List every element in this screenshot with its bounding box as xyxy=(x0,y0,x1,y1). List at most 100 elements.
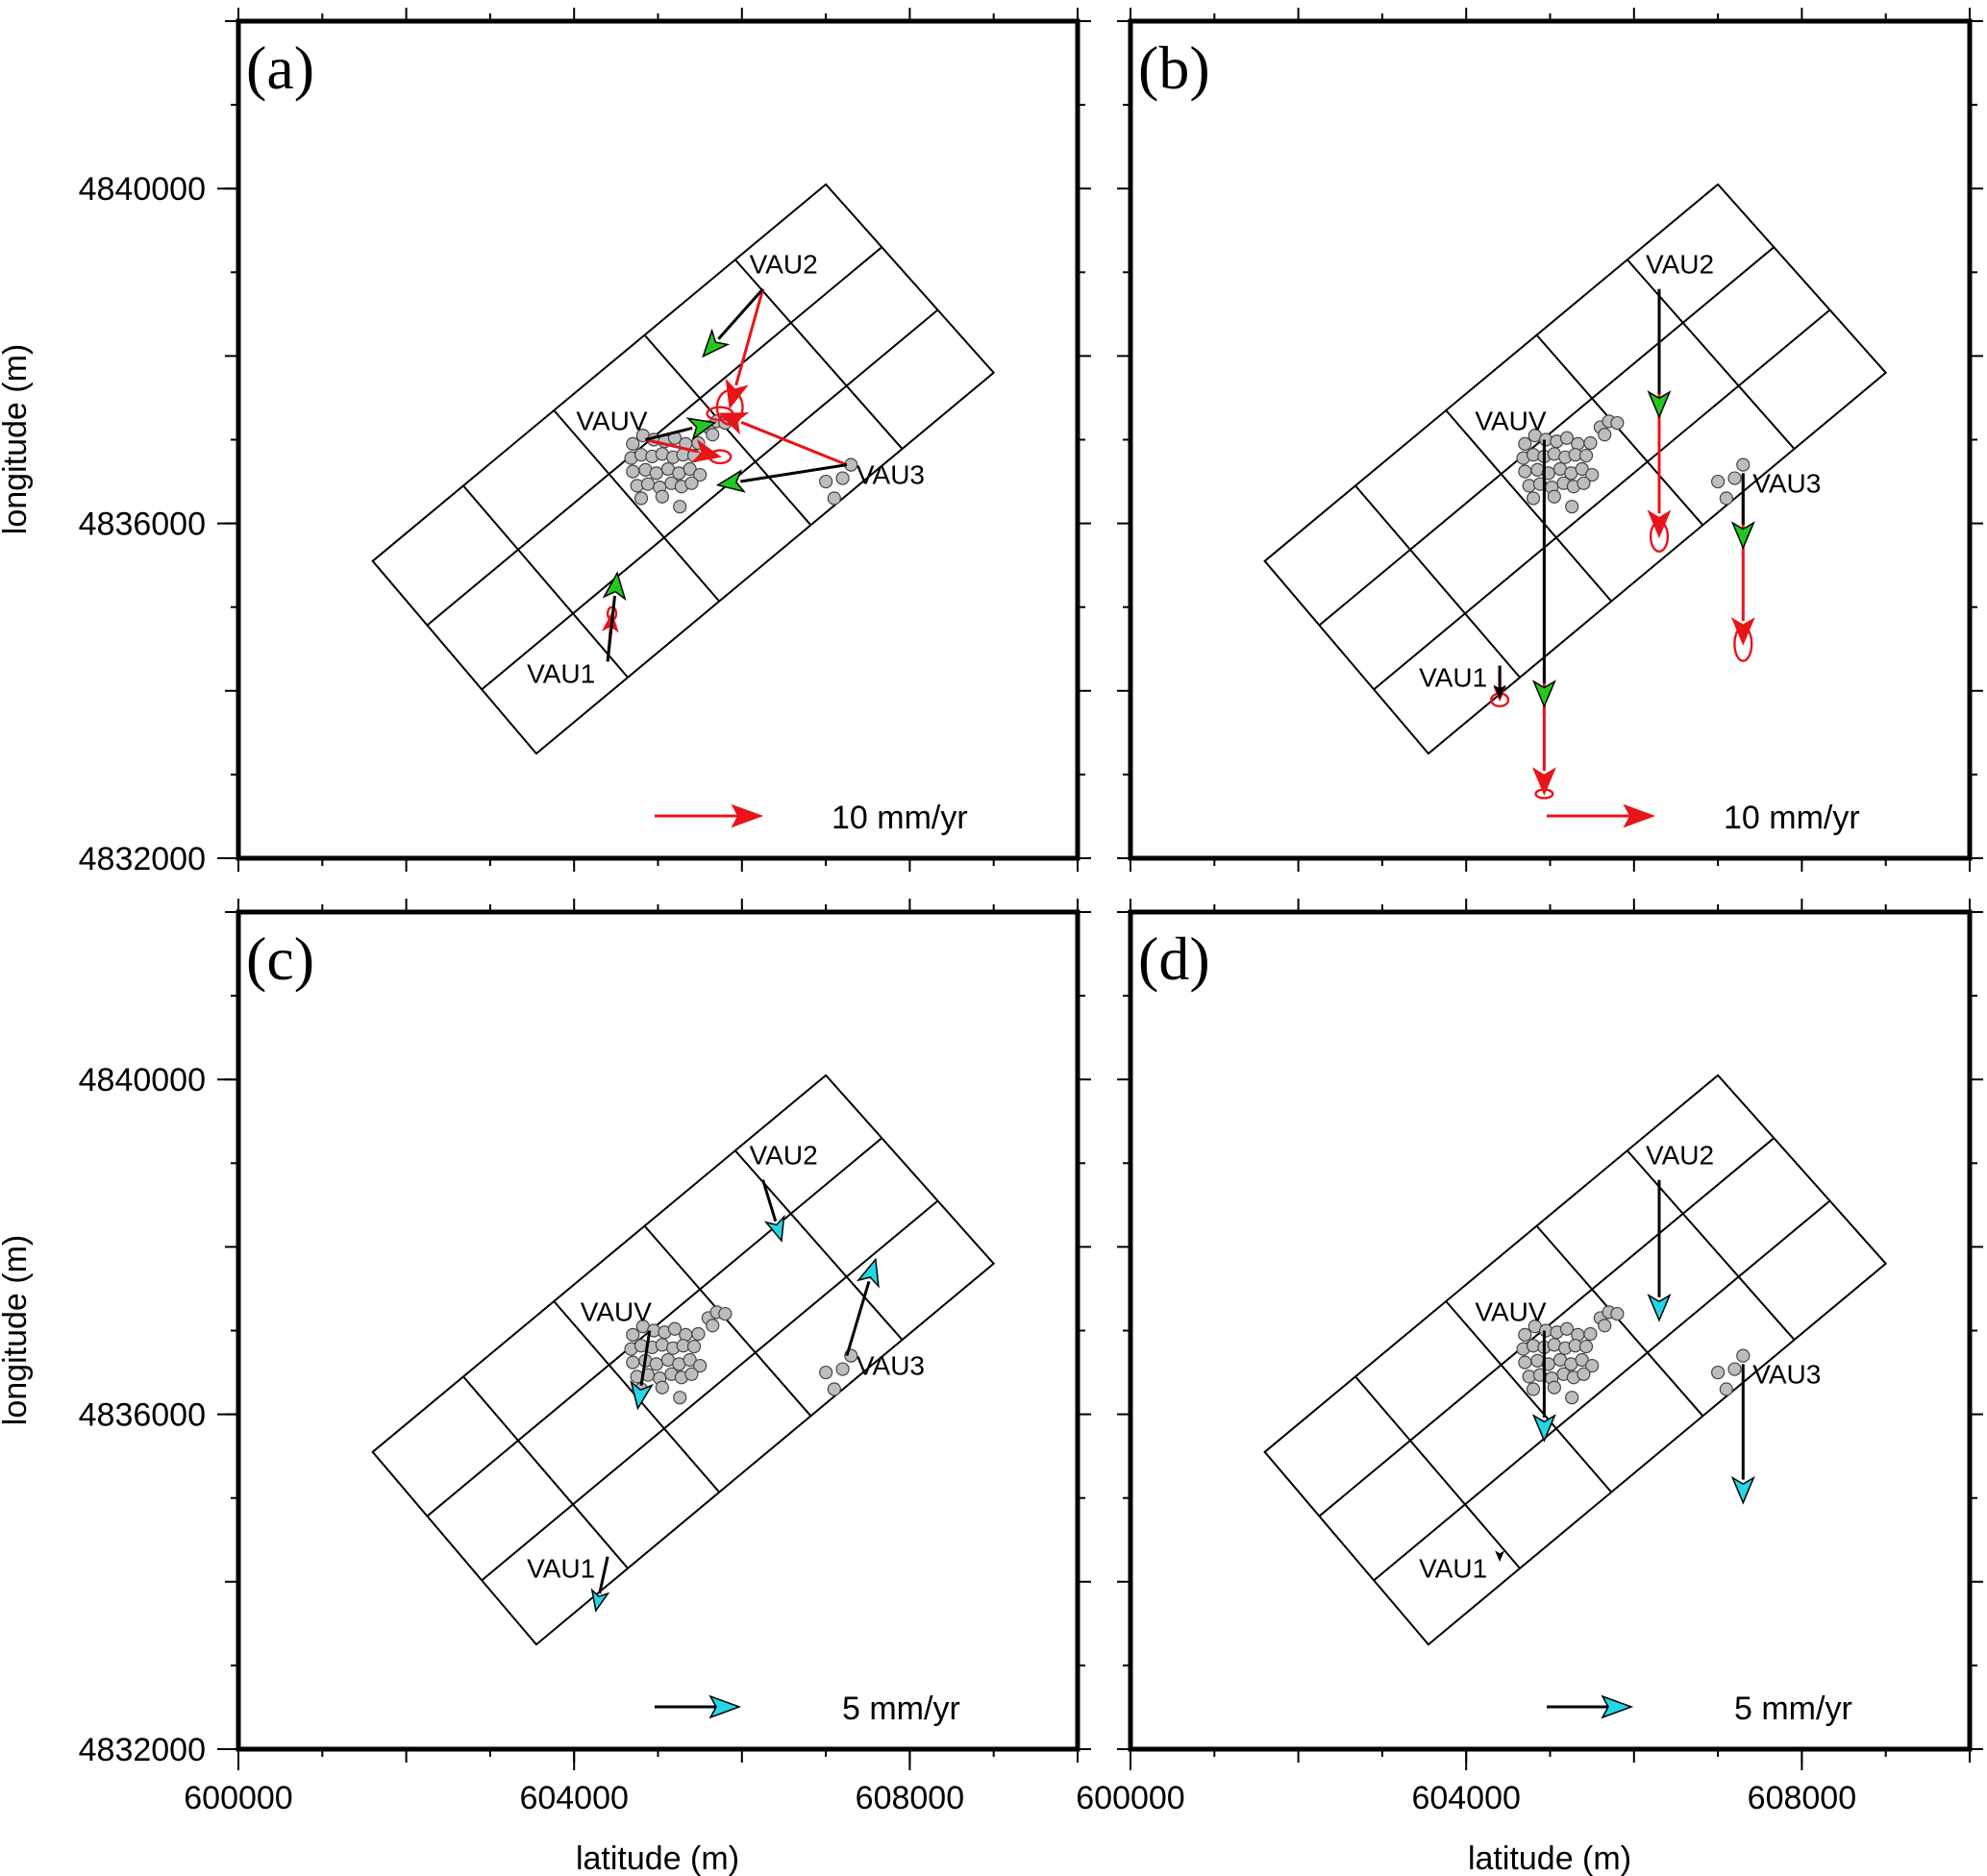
event-marker xyxy=(626,1355,640,1370)
fault-grid-line xyxy=(462,484,629,679)
velocity-vector xyxy=(845,1257,880,1357)
vector-head xyxy=(1730,617,1755,646)
event-marker xyxy=(1727,1362,1742,1376)
fault-grid-line xyxy=(1354,1375,1521,1569)
event-marker xyxy=(626,1327,640,1342)
vectors xyxy=(1490,288,1755,800)
event-marker xyxy=(1719,1382,1733,1396)
station-label: VAU1 xyxy=(1419,663,1487,693)
velocity-vector xyxy=(1647,288,1672,419)
event-marker xyxy=(693,1358,708,1373)
station-label: VAU1 xyxy=(527,1554,595,1584)
event-marker xyxy=(683,461,697,477)
velocity-vector xyxy=(1730,1364,1755,1505)
station-labels: VAUV VAU2 VAU3 VAU1 xyxy=(1419,1141,1821,1584)
station-label: VAU2 xyxy=(750,1141,818,1171)
seismicity xyxy=(1516,414,1751,514)
vector-head xyxy=(763,1214,785,1243)
station-labels: VAUV VAU2 VAU3 VAU1 xyxy=(1419,250,1821,693)
event-marker xyxy=(1577,1367,1591,1381)
event-marker xyxy=(1518,436,1532,451)
velocity-vector xyxy=(1647,1179,1672,1322)
tick-labels: 4832000 4836000 4840000 600000 604000 608000 xyxy=(79,1062,965,1816)
fault-grid-line xyxy=(1445,1300,1612,1493)
event-marker xyxy=(673,1391,687,1405)
event-marker xyxy=(1598,1319,1612,1333)
y-axis-title: longitude (m) xyxy=(0,1235,34,1425)
vector-shaft xyxy=(606,595,617,662)
fault-grid-outline xyxy=(371,1074,996,1646)
vector-shaft xyxy=(761,1179,778,1222)
error-ellipse xyxy=(1534,788,1554,800)
fault-grid-line xyxy=(481,1199,939,1582)
x-tick-label: 604000 xyxy=(519,1780,628,1816)
event-marker xyxy=(684,1367,699,1381)
vector-head xyxy=(590,1588,610,1613)
velocity-vector xyxy=(1531,1330,1556,1443)
station-label: VAU2 xyxy=(750,250,818,280)
vector-head xyxy=(1647,1293,1672,1322)
y-tick-label: 4836000 xyxy=(79,1397,206,1434)
vector-head xyxy=(1493,684,1506,700)
event-marker xyxy=(1610,415,1625,431)
panel-b: VAUV VAU2 VAU3 VAU1 (b) 10 mm/yr xyxy=(1117,8,1983,872)
vector-head xyxy=(1730,1475,1755,1505)
fault-grid-line xyxy=(734,1149,904,1341)
station-labels: VAUV VAU2 VAU3 VAU1 xyxy=(527,250,925,689)
y-axis-title: longitude (m) xyxy=(0,344,34,534)
event-marker xyxy=(718,1306,733,1321)
scale-arrow-head xyxy=(1601,1694,1634,1719)
panel-label: (d) xyxy=(1138,925,1210,993)
tick-labels: 4832000 4836000 4840000 xyxy=(79,171,206,877)
station-label: VAU3 xyxy=(1752,1359,1821,1389)
y-tick-label: 4832000 xyxy=(79,1732,206,1768)
vectors xyxy=(1495,1179,1755,1563)
event-marker xyxy=(1518,464,1532,479)
x-tick-label: 604000 xyxy=(1411,1780,1520,1816)
event-marker xyxy=(649,1357,663,1371)
velocity-vector xyxy=(645,438,722,463)
velocity-vector xyxy=(715,463,848,493)
velocity-vector xyxy=(1493,665,1506,700)
event-marker xyxy=(1578,448,1594,463)
event-marker xyxy=(667,1321,683,1336)
vector-head xyxy=(691,438,722,463)
vectors xyxy=(601,287,848,662)
station-labels: VAUV VAU2 VAU3 VAU1 xyxy=(527,1141,925,1584)
scale-label: 5 mm/yr xyxy=(1734,1691,1852,1727)
fault-grid-line xyxy=(462,1375,629,1569)
event-marker xyxy=(1577,476,1591,490)
event-marker xyxy=(1547,489,1561,504)
x-axis-title: latitude (m) xyxy=(576,1840,739,1876)
y-tick-label: 4836000 xyxy=(79,506,206,543)
event-marker xyxy=(706,1319,720,1333)
panel-frame xyxy=(236,18,1080,861)
event-marker xyxy=(626,464,640,479)
station-label: VAU1 xyxy=(527,658,595,688)
y-tick-label: 4832000 xyxy=(79,841,206,877)
event-marker xyxy=(633,491,649,506)
event-marker xyxy=(684,476,699,490)
scale-arrow xyxy=(655,1694,742,1719)
panel-label: (a) xyxy=(246,34,314,102)
event-marker xyxy=(1585,1358,1600,1373)
panel-label: (b) xyxy=(1138,34,1210,102)
vector-head xyxy=(1730,521,1755,550)
event-marker xyxy=(1583,435,1598,451)
event-marker xyxy=(827,491,841,506)
event-marker xyxy=(1719,491,1733,506)
vector-shaft xyxy=(645,438,699,454)
vector-head xyxy=(715,469,747,493)
event-marker xyxy=(655,489,669,504)
event-marker xyxy=(1526,1382,1541,1396)
vectors xyxy=(590,1179,880,1613)
scale-label: 5 mm/yr xyxy=(842,1691,960,1727)
fault-grid-line xyxy=(1535,333,1704,527)
vector-shaft xyxy=(639,1330,652,1386)
event-marker xyxy=(1559,1321,1575,1336)
vector-head xyxy=(630,1380,654,1411)
station-label: VAU3 xyxy=(857,460,925,490)
panel-frame xyxy=(1128,909,1973,1752)
vector-head xyxy=(702,328,731,358)
